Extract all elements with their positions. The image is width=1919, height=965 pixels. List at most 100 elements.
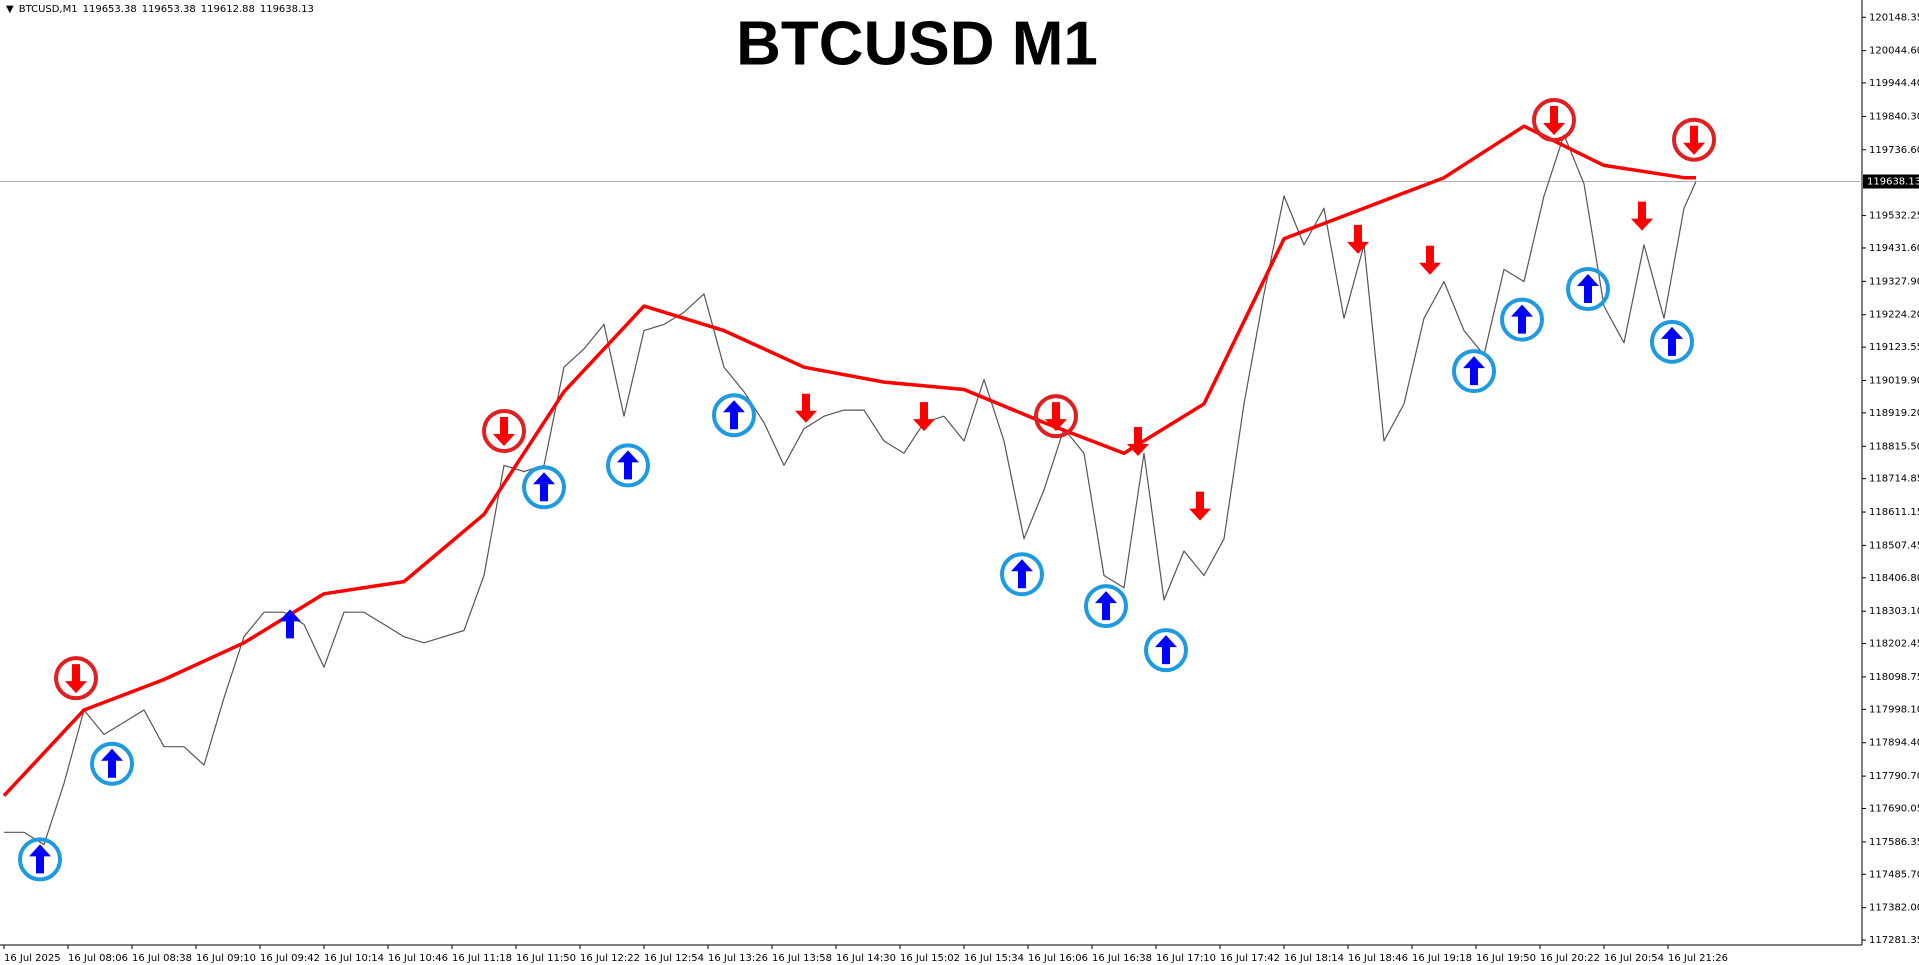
y-tick-label: 119736.60 xyxy=(1869,145,1919,156)
buy-ring xyxy=(606,443,650,488)
x-tick-label: 16 Jul 15:34 xyxy=(964,953,1024,964)
sell-arrow xyxy=(1543,106,1565,136)
y-tick-label: 117586.35 xyxy=(1869,837,1919,848)
x-tick-label: 16 Jul 08:06 xyxy=(68,953,128,964)
current-price-box xyxy=(1863,174,1919,189)
symbol: BTCUSD,M1 xyxy=(18,4,78,15)
ohlc-low: 119612.88 xyxy=(200,4,255,15)
y-tick-label: 120148.35 xyxy=(1869,12,1919,23)
sell-ring xyxy=(1672,117,1716,162)
y-tick-label: 117281.35 xyxy=(1869,935,1919,946)
sell-arrow xyxy=(1683,125,1705,155)
sell-ring xyxy=(482,408,526,453)
sell-arrow xyxy=(1045,402,1067,432)
x-tick-label: 16 Jul 14:30 xyxy=(836,953,896,964)
y-tick-label: 118919.20 xyxy=(1869,408,1919,419)
y-tick-label: 117382.00 xyxy=(1869,903,1919,914)
x-tick-label: 16 Jul 21:26 xyxy=(1668,953,1728,964)
buy-arrow xyxy=(1511,304,1533,334)
x-tick-label: 16 Jul 18:14 xyxy=(1284,953,1344,964)
sell-arrow xyxy=(795,393,817,423)
x-tick-label: 16 Jul 16:06 xyxy=(1028,953,1088,964)
buy-arrow xyxy=(279,609,301,639)
y-tick-label: 118098.75 xyxy=(1869,672,1919,683)
y-tick-label: 117790.70 xyxy=(1869,771,1919,782)
buy-arrow xyxy=(1463,356,1485,386)
y-tick-label: 119327.90 xyxy=(1869,276,1919,287)
x-tick-label: 16 Jul 13:58 xyxy=(772,953,832,964)
y-tick-label: 119944.40 xyxy=(1869,78,1919,89)
buy-arrow xyxy=(1011,559,1033,589)
y-tick-label: 119431.60 xyxy=(1869,243,1919,254)
y-tick-label: 118611.15 xyxy=(1869,507,1919,518)
buy-ring xyxy=(1000,552,1044,597)
buy-arrow xyxy=(723,400,745,430)
chart-title: BTCUSD M1 xyxy=(736,9,1098,78)
x-tick-label: 16 Jul 15:02 xyxy=(900,953,960,964)
buy-arrow xyxy=(1577,274,1599,304)
price-line xyxy=(4,134,1697,846)
x-tick-label: 16 Jul 11:18 xyxy=(452,953,512,964)
sell-arrow xyxy=(913,402,935,432)
y-tick-label: 118507.45 xyxy=(1869,540,1919,551)
y-tick-label: 120044.60 xyxy=(1869,46,1919,57)
sell-arrow xyxy=(493,416,515,446)
x-tick-label: 16 Jul 12:54 xyxy=(644,953,704,964)
info-bar: ▼ BTCUSD,M1 119653.38 119653.38 119612.8… xyxy=(6,4,314,15)
x-tick-label: 16 Jul 09:10 xyxy=(196,953,256,964)
buy-arrow xyxy=(1661,326,1683,356)
y-tick-label: 118202.45 xyxy=(1869,639,1919,650)
y-tick-label: 119123.55 xyxy=(1869,342,1919,353)
buy-ring xyxy=(712,393,756,438)
y-tick-label: 117690.05 xyxy=(1869,804,1919,815)
menu-triangle: ▼ xyxy=(6,4,14,15)
x-tick-label: 16 Jul 17:10 xyxy=(1156,953,1216,964)
buy-ring xyxy=(1084,584,1128,629)
y-tick-label: 119224.20 xyxy=(1869,310,1919,321)
x-tick-label: 16 Jul 10:14 xyxy=(324,953,384,964)
x-tick-label: 16 Jul 17:42 xyxy=(1220,953,1280,964)
y-tick-label: 117894.40 xyxy=(1869,738,1919,749)
ohlc-open: 119653.38 xyxy=(82,4,137,15)
x-tick-label: 16 Jul 16:38 xyxy=(1092,953,1152,964)
buy-ring xyxy=(1452,349,1496,394)
current-price-label: 119638.13 xyxy=(1867,176,1919,187)
x-tick-label: 16 Jul 19:50 xyxy=(1476,953,1536,964)
buy-ring xyxy=(1650,319,1694,364)
y-tick-label: 119019.90 xyxy=(1869,375,1919,386)
sell-ring xyxy=(1034,394,1078,439)
buy-ring xyxy=(522,465,566,510)
y-tick-label: 119532.25 xyxy=(1869,211,1919,222)
sell-arrow xyxy=(1419,245,1441,275)
x-tick-label: 16 Jul 2025 xyxy=(4,953,61,964)
sell-arrow xyxy=(1631,201,1653,231)
x-tick-label: 16 Jul 19:18 xyxy=(1412,953,1472,964)
moving-average xyxy=(2,124,1696,797)
y-tick-label: 117998.10 xyxy=(1869,704,1919,715)
sell-arrow xyxy=(1189,491,1211,521)
buy-ring xyxy=(1500,297,1544,342)
buy-ring xyxy=(1566,267,1610,312)
buy-arrow xyxy=(617,450,639,480)
x-tick-label: 16 Jul 08:38 xyxy=(132,953,192,964)
x-tick-label: 16 Jul 13:26 xyxy=(708,953,768,964)
y-tick-label: 118406.80 xyxy=(1869,573,1919,584)
sell-ring xyxy=(54,656,98,701)
x-tick-label: 16 Jul 09:42 xyxy=(260,953,320,964)
x-tick-label: 16 Jul 11:50 xyxy=(516,953,576,964)
buy-arrow xyxy=(533,472,555,502)
buy-ring xyxy=(18,837,62,882)
buy-arrow xyxy=(1095,591,1117,621)
y-tick-label: 118815.50 xyxy=(1869,441,1919,452)
x-tick-label: 16 Jul 20:54 xyxy=(1604,953,1664,964)
buy-arrow xyxy=(29,844,51,874)
buy-ring xyxy=(1144,628,1188,673)
buy-arrow xyxy=(1155,635,1177,665)
x-tick-label: 16 Jul 12:22 xyxy=(580,953,640,964)
sell-arrow xyxy=(1347,224,1369,254)
buy-arrow xyxy=(101,748,123,778)
y-tick-label: 119840.30 xyxy=(1869,111,1919,122)
sell-arrow xyxy=(1127,426,1149,456)
